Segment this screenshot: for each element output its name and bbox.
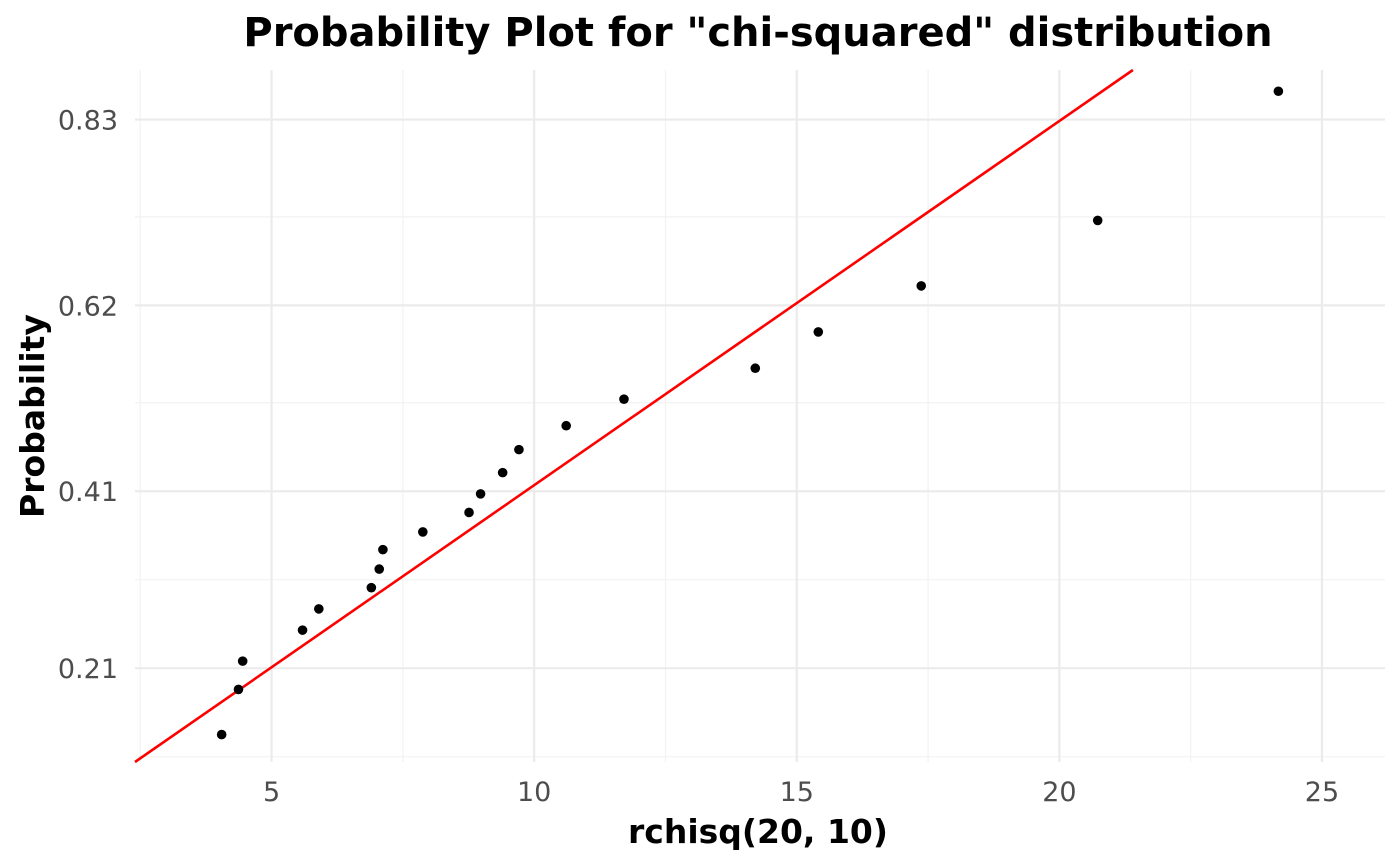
reference-line [134, 68, 1134, 764]
data-point [314, 604, 324, 614]
data-point [464, 507, 474, 518]
data-point [1273, 86, 1284, 97]
data-point [374, 564, 385, 574]
data-point [297, 625, 308, 635]
data-point [1092, 215, 1103, 226]
grid [135, 70, 1385, 762]
x-tick-label: 5 [263, 777, 280, 808]
x-axis-ticks: 5 10 15 20 25 [263, 777, 1339, 808]
data-point [418, 527, 428, 537]
data-point [514, 444, 524, 455]
points-layer [216, 86, 1284, 740]
data-point [619, 394, 629, 404]
data-point [378, 544, 388, 555]
y-tick-label: 0.41 [58, 477, 118, 508]
x-tick-label: 20 [1042, 777, 1076, 808]
y-tick-label: 0.83 [58, 106, 118, 137]
y-axis-label: Probability [13, 314, 52, 518]
data-point [216, 729, 227, 740]
x-tick-label: 10 [517, 777, 551, 808]
data-point [813, 327, 824, 337]
x-axis-label: rchisq(20, 10) [628, 812, 888, 851]
data-point [497, 467, 508, 478]
y-tick-label: 0.62 [58, 291, 118, 322]
chart-title: Probability Plot for "chi-squared" distr… [243, 10, 1272, 56]
data-point [366, 582, 377, 593]
data-point [561, 420, 571, 431]
x-tick-label: 15 [780, 777, 814, 808]
reference-line-layer [134, 68, 1134, 764]
data-point [916, 281, 927, 291]
data-point [233, 684, 244, 695]
data-point [750, 363, 761, 374]
y-axis-ticks: 0.21 0.41 0.62 0.83 [58, 106, 118, 686]
data-point [237, 656, 248, 666]
y-tick-label: 0.21 [58, 654, 118, 685]
data-point [475, 489, 486, 499]
x-tick-label: 25 [1305, 777, 1339, 808]
